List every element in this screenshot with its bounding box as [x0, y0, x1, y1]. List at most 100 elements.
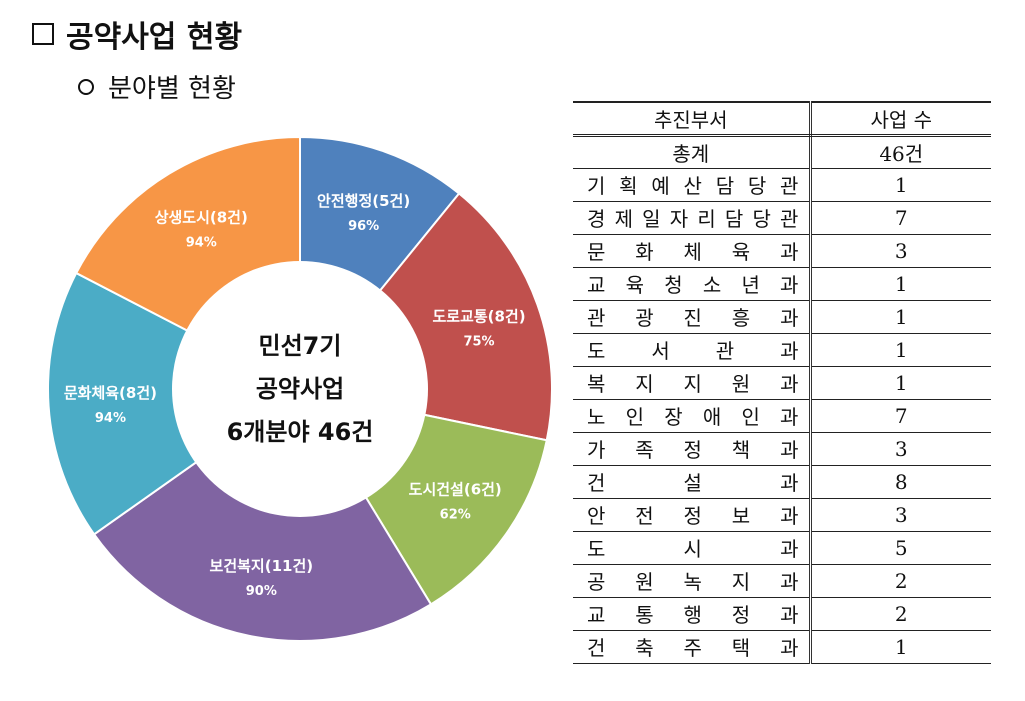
department-char: 리: [697, 207, 716, 231]
slice-percent: 62%: [440, 508, 471, 523]
department-char: 서: [651, 339, 670, 363]
department-char: 과: [780, 306, 799, 330]
department-char: 체: [683, 240, 702, 264]
department-char: 안: [587, 504, 606, 528]
department-char: 택: [731, 636, 751, 660]
department-char: 지: [683, 372, 702, 396]
department-char: 과: [780, 273, 799, 297]
department-char: 화: [635, 240, 654, 264]
table-header-row: 추진부서 사업 수: [573, 102, 991, 137]
project-count: 3: [810, 234, 991, 268]
department-char: 제: [614, 207, 633, 231]
department-char: 과: [780, 537, 799, 561]
project-count: 7: [810, 399, 991, 433]
department-char: 기: [587, 174, 606, 198]
department-char: 담: [715, 174, 735, 198]
slice-label: 문화체육(8건): [64, 384, 157, 402]
department-char: 교: [587, 273, 606, 297]
section-subtitle-text: 분야별 현황: [108, 74, 236, 104]
pledge-donut-chart: 민선7기 공약사업 6개분야 46건 안전행정(5건) 96% 도로교통(8건) 75…: [47, 135, 553, 642]
department-char: 담: [724, 207, 744, 231]
department-char: 통: [635, 603, 654, 627]
department-char: 관: [715, 339, 735, 363]
department-char: 건: [587, 471, 606, 495]
slice-percent: 94%: [186, 236, 217, 251]
department-char: 과: [780, 339, 799, 363]
department-char: 주: [683, 636, 702, 660]
department-char: 녹: [683, 570, 702, 594]
department-char: 정: [683, 504, 702, 528]
department-char: 지: [731, 570, 751, 594]
department-char: 진: [683, 306, 702, 330]
department-char: 교: [587, 603, 606, 627]
project-count: 1: [810, 300, 991, 334]
department-char: 경: [587, 207, 606, 231]
department-char: 과: [780, 504, 799, 528]
project-count: 1: [810, 333, 991, 367]
department-char: 족: [635, 438, 654, 462]
slice-label: 도시건설(6건): [409, 481, 502, 499]
section-subtitle: 분야별 현황: [78, 68, 236, 105]
department-char: 일: [642, 207, 661, 231]
project-count: 1: [810, 267, 991, 301]
slice-label: 안전행정(5건): [317, 192, 410, 210]
department-char: 복: [587, 372, 606, 396]
department-char: 가: [587, 438, 606, 462]
department-char: 장: [664, 405, 683, 429]
page-title: 공약사업 현황: [32, 12, 242, 56]
department-char: 과: [780, 636, 799, 660]
department-char: 광: [635, 306, 654, 330]
slice-label: 상생도시(8건): [155, 209, 248, 227]
total-label: 총계: [573, 135, 812, 169]
department-char: 과: [780, 603, 799, 627]
slice-percent: 94%: [95, 411, 126, 426]
department-char: 자: [669, 207, 689, 231]
total-row: 총계 46건: [573, 135, 991, 169]
project-count: 3: [810, 432, 991, 466]
department-char: 시: [683, 537, 702, 561]
department-char: 정: [683, 438, 702, 462]
slice-percent: 90%: [246, 584, 277, 599]
department-char: 문: [587, 240, 606, 264]
department-char: 지: [635, 372, 654, 396]
department-char: 당: [752, 207, 771, 231]
department-char: 관: [780, 207, 799, 231]
slice-percent: 96%: [348, 219, 379, 234]
department-char: 인: [741, 405, 760, 429]
department-char: 과: [780, 372, 799, 396]
department-char: 과: [780, 471, 799, 495]
department-char: 축: [635, 636, 654, 660]
department-char: 노: [587, 405, 606, 429]
department-char: 육: [625, 273, 645, 297]
department-char: 원: [731, 372, 751, 396]
donut-slice: [92, 387, 433, 642]
department-char: 소: [702, 273, 722, 297]
department-char: 설: [683, 471, 702, 495]
department-char: 보: [731, 504, 751, 528]
department-char: 전: [635, 504, 654, 528]
department-char: 육: [731, 240, 751, 264]
